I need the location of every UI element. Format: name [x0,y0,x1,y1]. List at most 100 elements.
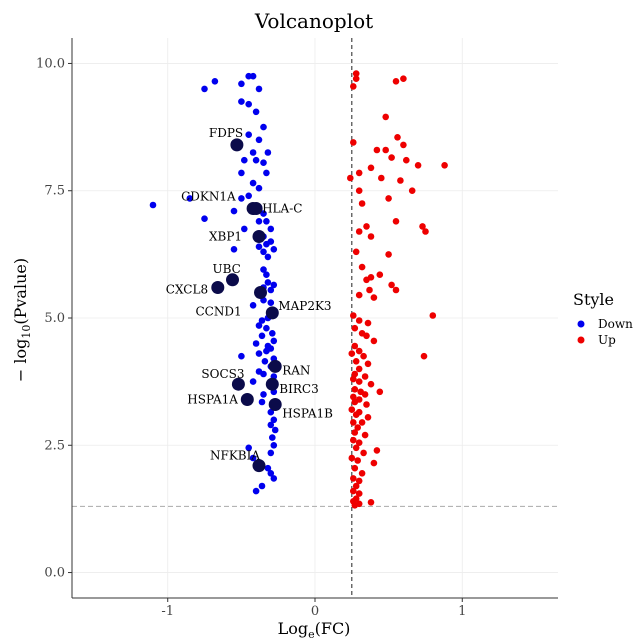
point-down [238,80,245,88]
point-up [352,444,360,452]
point-down [263,271,270,279]
point-up [352,248,360,256]
point-down [267,449,275,457]
point-down [249,149,257,156]
point-up [358,470,366,477]
point-down [201,85,208,93]
point-up [352,70,360,77]
point-down [270,442,278,449]
x-axis-title: Loge(FC) [278,619,351,639]
x-tick-label: 1 [458,604,466,619]
gene-label-socs3: SOCS3 [201,367,244,381]
point-up [376,271,384,279]
y-tick-label: 2.5 [44,438,65,453]
point-up [392,78,400,85]
point-down [267,421,275,429]
point-up [370,337,378,345]
point-up [348,454,356,462]
point-down [263,347,270,355]
highlight-point-birc3 [265,377,279,391]
point-up [370,459,378,467]
gene-label-ubc: UBC [213,262,241,276]
highlight-point-ran [268,359,282,373]
point-down [264,279,272,286]
highlight-point-nfkbia [252,459,266,473]
point-down [255,368,263,375]
highlight-point-hla-c [249,202,263,215]
highlight-point-hspa1a [240,393,254,406]
point-up [351,429,359,436]
point-down [245,192,252,200]
point-up [367,164,375,172]
point-up [351,464,359,472]
point-up [355,439,363,447]
point-down [245,131,252,138]
gene-label-nfkbia: NFKBIA [210,449,260,463]
point-down [255,350,263,357]
point-down [267,225,275,233]
point-up [408,187,416,194]
point-down [252,156,260,164]
legend-label-up: Up [598,333,616,347]
point-down [238,169,245,177]
point-down [271,426,279,434]
point-up [360,449,367,457]
point-down [264,253,272,261]
gene-label-birc3: BIRC3 [279,382,318,396]
point-up [347,174,354,182]
point-down [255,218,263,225]
point-up [363,401,370,408]
point-up [363,223,370,230]
point-down [255,85,263,93]
point-up [352,75,360,82]
point-up [355,228,363,235]
point-up [358,200,366,207]
point-up [397,177,404,184]
point-up [382,146,390,154]
point-up [350,487,357,495]
point-down [245,444,252,452]
data-points [149,70,448,509]
legend-swatch-up [577,336,585,344]
point-down [238,195,245,202]
point-up [378,174,385,182]
point-up [355,378,363,385]
y-tick-label: 5.0 [44,311,65,326]
legend-item-up: Up [577,333,616,347]
point-down [269,434,276,441]
highlight-point-cxcl8 [211,281,225,294]
point-down [149,201,157,209]
point-down [245,100,252,108]
point-down [258,332,266,340]
gene-labels: FDPS CDKN1A HLA-C XBP1 UBC CXCL8 CCND1 MAP2K3 RA… [166,126,333,463]
point-up [361,391,369,398]
point-up [355,477,363,485]
point-up [355,490,363,497]
point-up [364,319,372,327]
point-down [252,108,260,116]
point-down [263,324,270,332]
highlight-point-ccnd1 [254,286,267,299]
point-up [419,223,426,230]
point-up [350,436,357,444]
point-up [350,393,357,401]
point-up [394,134,401,141]
point-down [267,299,275,307]
point-up [354,424,362,431]
point-up [350,475,357,482]
point-up [361,373,369,380]
point-down [270,475,278,482]
point-down [241,156,248,164]
point-up [355,317,363,324]
gene-label-cxcl8: CXCL8 [166,283,208,297]
point-up [364,360,372,368]
highlight-point-fdps [230,138,244,152]
legend-item-down: Down [577,317,633,331]
chart-title: Volcanoplot [254,9,373,33]
point-down [258,317,266,324]
point-down [264,464,272,472]
point-up [351,324,359,332]
plot-panel: FDPS CDKN1A HLA-C XBP1 UBC CXCL8 CCND1 MAP2K3 RA… [72,38,558,598]
y-tick-label: 7.5 [44,184,65,199]
